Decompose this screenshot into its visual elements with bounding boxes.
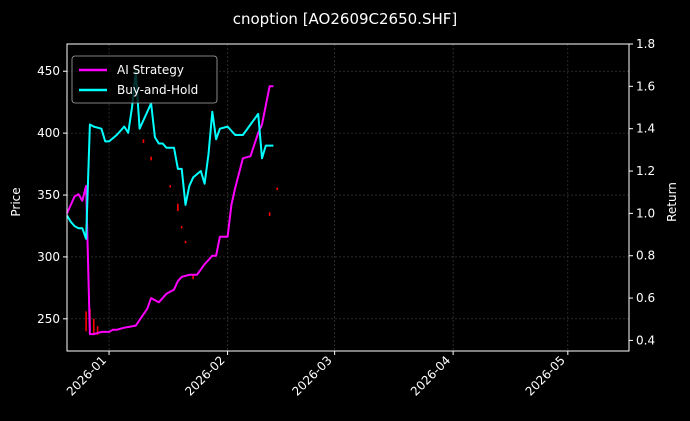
y2-tick-label: 1.0: [636, 206, 655, 220]
y2-tick-label: 0.6: [636, 291, 655, 305]
y2-tick-label: 1.8: [636, 37, 655, 51]
y-tick-label: 450: [37, 64, 60, 78]
x-tick-label: 2026-04: [408, 353, 453, 398]
grid: [67, 44, 629, 351]
series-line-ai-strategy: [66, 85, 274, 336]
chart-title: cnoption [AO2609C2650.SHF]: [233, 10, 457, 28]
y2-tick-label: 0.8: [636, 249, 655, 263]
y2-tick-label: 1.4: [636, 122, 655, 136]
x-tick-label: 2026-01: [64, 353, 109, 398]
legend-box: [71, 55, 218, 104]
y-axis-label: Price: [9, 187, 23, 216]
series-line-buy-and-hold: [66, 70, 274, 240]
x-tick-label: 2026-05: [523, 353, 568, 398]
legend-label: Buy-and-Hold: [117, 83, 198, 97]
y2-axis-label: Return: [665, 182, 679, 222]
y2-tick-label: 0.4: [636, 333, 655, 347]
y2-tick-label: 1.2: [636, 164, 655, 178]
legend-label: AI Strategy: [117, 63, 184, 77]
x-tick-label: 2026-02: [182, 353, 227, 398]
y-tick-label: 250: [37, 312, 60, 326]
legend: AI Strategy Buy-and-Hold: [71, 55, 218, 104]
y-tick-label: 350: [37, 188, 60, 202]
x-tick-label: 2026-03: [289, 353, 334, 398]
y-tick-label: 300: [37, 250, 60, 264]
y-tick-label: 400: [37, 126, 60, 140]
series-lines: [66, 70, 274, 336]
y2-tick-label: 1.6: [636, 79, 655, 93]
plot-frame: [66, 43, 630, 352]
